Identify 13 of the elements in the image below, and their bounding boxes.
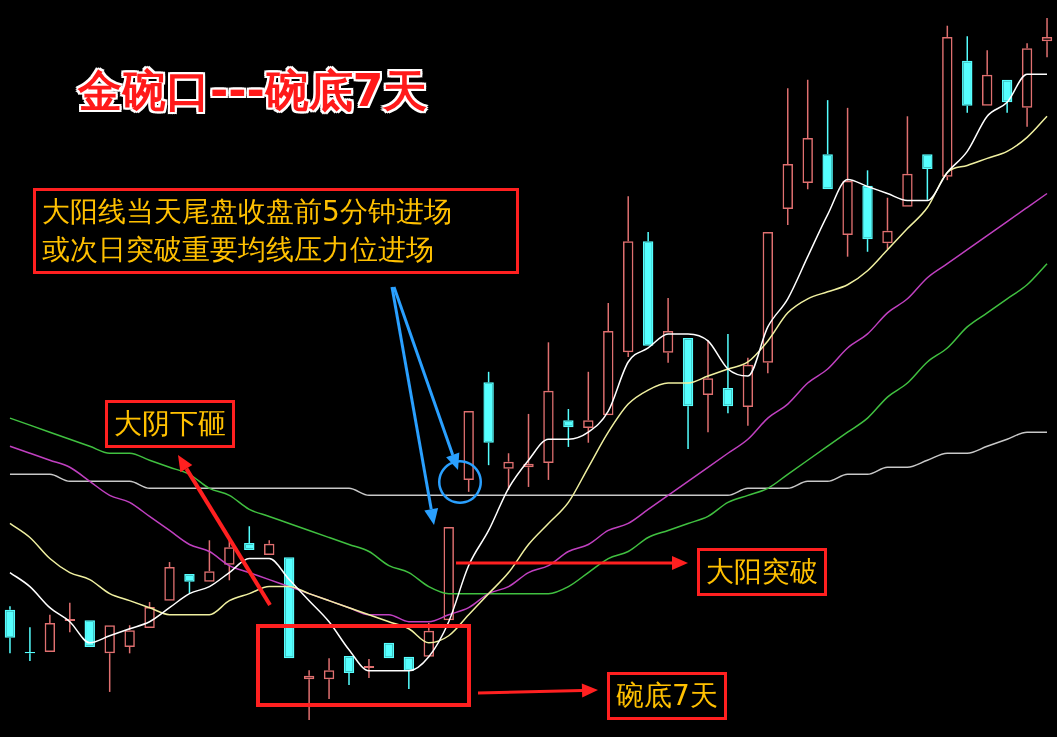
annotation: 大阴下砸	[105, 400, 235, 448]
candlestick	[363, 658, 375, 679]
candlestick	[4, 605, 16, 655]
annotation: 碗底7天	[607, 672, 727, 720]
candlestick	[642, 231, 654, 346]
annotation: 大阳突破	[697, 548, 827, 596]
candlestick	[822, 99, 833, 190]
annotation: 大阳线当天尾盘收盘前5分钟进场或次日突破重要均线压力位进场	[33, 188, 519, 274]
text: 金碗口---碗底7天	[78, 64, 428, 118]
candlestick	[722, 333, 734, 414]
candlestick	[283, 557, 295, 659]
candlestick	[682, 338, 694, 450]
candlestick	[343, 656, 355, 686]
